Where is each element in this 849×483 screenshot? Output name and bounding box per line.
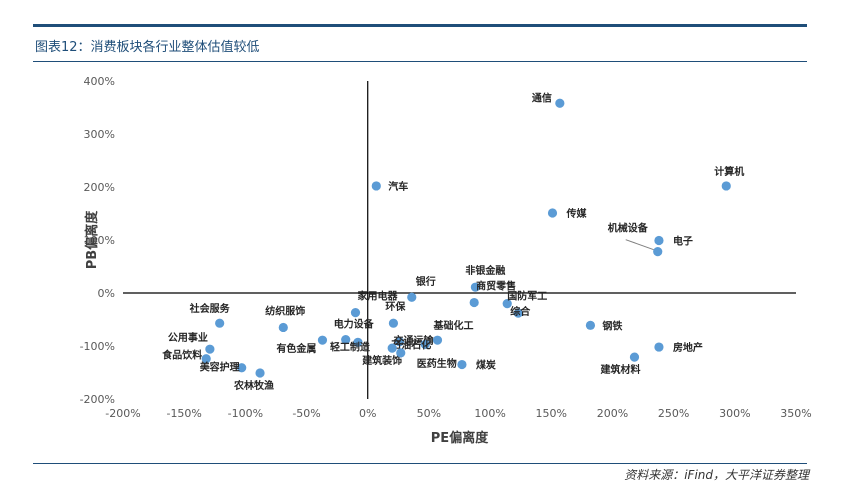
- data-point: [394, 337, 405, 347]
- point-label: 房地产: [673, 341, 703, 354]
- point-label: 有色金属: [276, 342, 316, 355]
- data-point: [341, 335, 351, 345]
- x-tick-label: 200%: [597, 407, 628, 420]
- point-label: 食品饮料: [161, 349, 202, 362]
- data-point: [237, 363, 247, 373]
- y-tick-label: 200%: [84, 181, 115, 194]
- bottom-rule: [33, 463, 807, 464]
- data-point: [407, 292, 417, 302]
- point-label: 建筑材料: [599, 363, 640, 376]
- point-label: 公用事业: [168, 331, 208, 344]
- source-note: 资料来源：iFind，大平洋证券整理: [624, 468, 809, 482]
- data-point: [371, 181, 381, 191]
- leader-line: [625, 239, 654, 251]
- data-point: [721, 181, 731, 191]
- point-label: 机械设备: [608, 222, 649, 235]
- data-point: [215, 318, 225, 328]
- y-tick-label: 300%: [84, 128, 115, 141]
- title-rule: [33, 61, 807, 62]
- y-tick-label: 0%: [98, 287, 115, 300]
- y-tick-label: -100%: [80, 340, 115, 353]
- point-label: 美容护理: [200, 361, 240, 374]
- point-label: 家用电器: [357, 290, 398, 303]
- data-point: [654, 342, 664, 352]
- point-label: 综合: [510, 305, 531, 318]
- point-label: 计算机: [714, 165, 744, 178]
- point-label: 汽车: [388, 180, 408, 193]
- point-label: 钢铁: [602, 319, 622, 332]
- x-tick-label: -200%: [105, 407, 140, 420]
- x-tick-label: 150%: [536, 407, 567, 420]
- data-point: [654, 235, 664, 246]
- point-label: 基础化工: [432, 319, 473, 332]
- x-tick-label: 250%: [658, 407, 689, 420]
- data-point: [350, 308, 361, 318]
- point-label: 石油石化: [390, 338, 431, 351]
- point-label: 社会服务: [189, 302, 231, 315]
- x-tick-label: -50%: [292, 407, 320, 420]
- data-point: [629, 352, 640, 362]
- x-tick-label: 300%: [719, 407, 750, 420]
- point-label: 环保: [385, 300, 406, 313]
- data-point: [317, 335, 328, 345]
- data-point: [585, 320, 596, 330]
- data-point: [432, 335, 443, 345]
- x-axis-title: PE偏离度: [431, 430, 489, 446]
- y-tick-label: 100%: [84, 234, 115, 247]
- top-rule: [33, 24, 807, 27]
- point-label: 银行: [416, 275, 436, 288]
- y-tick-label: 400%: [84, 75, 115, 88]
- point-label: 非银金融: [465, 264, 505, 277]
- point-label: 纺织服饰: [265, 304, 305, 317]
- data-point: [388, 318, 399, 328]
- point-label: 传媒: [565, 207, 587, 220]
- data-point: [653, 247, 663, 257]
- data-point: [513, 308, 523, 318]
- point-label: 电力设备: [334, 318, 375, 331]
- data-point: [278, 322, 288, 333]
- y-tick-label: -200%: [80, 393, 115, 406]
- figure-title: 图表12：消费板块各行业整体估值较低: [35, 40, 260, 55]
- x-tick-label: 0%: [359, 407, 376, 420]
- data-point: [396, 348, 406, 358]
- data-point: [420, 339, 430, 350]
- data-point: [502, 299, 512, 309]
- data-point: [201, 354, 211, 364]
- x-tick-label: -100%: [228, 407, 263, 420]
- point-label: 国防军工: [507, 290, 547, 303]
- point-label: 商贸零售: [476, 280, 516, 293]
- y-axis-title: PB偏离度: [84, 210, 100, 269]
- x-tick-label: -150%: [166, 407, 201, 420]
- data-point: [353, 337, 363, 347]
- point-label: 医药生物: [417, 357, 457, 370]
- x-tick-label: 100%: [474, 407, 505, 420]
- x-tick-label: 350%: [780, 407, 811, 420]
- point-label: 煤炭: [476, 359, 496, 372]
- point-label: 通信: [532, 91, 552, 104]
- data-point: [457, 359, 467, 370]
- data-point: [470, 282, 481, 292]
- point-label: 农林牧渔: [233, 379, 274, 392]
- data-point: [547, 208, 558, 218]
- data-point: [255, 368, 265, 378]
- point-label: 建筑装饰: [361, 354, 402, 367]
- x-tick-label: 50%: [417, 407, 441, 420]
- point-label: 轻工制造: [330, 340, 371, 353]
- data-point: [205, 344, 215, 354]
- data-point: [387, 343, 397, 353]
- data-point: [555, 98, 565, 108]
- point-label: 电子: [673, 235, 693, 248]
- data-point: [469, 297, 479, 308]
